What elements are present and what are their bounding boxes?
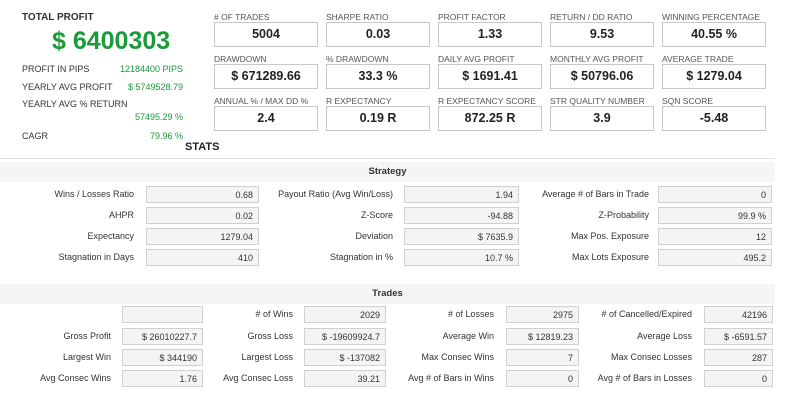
strategy-label: Stagnation in % — [329, 252, 393, 262]
metric-label-str-quality-number: STR QUALITY NUMBER — [550, 96, 645, 106]
strategy-value-field: -94.88 — [404, 207, 519, 224]
strategy-label: Z-Probability — [598, 210, 649, 220]
metric-label-winning-percentage: WINNING PERCENTAGE — [662, 12, 761, 22]
metric-label-r-expectancy-score: R EXPECTANCY SCORE — [438, 96, 536, 106]
metric-label-average-trade: AVERAGE TRADE — [662, 54, 734, 64]
metric-label-drawdown: DRAWDOWN — [214, 54, 267, 64]
yearly-avg-profit-label: YEARLY AVG PROFIT — [22, 82, 113, 92]
yearly-avg-return-label: YEARLY AVG % RETURN — [22, 99, 128, 109]
metric-value-annual-max-dd: 2.4 — [214, 106, 318, 131]
strategy-label: Deviation — [355, 231, 393, 241]
trades-label: Avg # of Bars in Wins — [408, 373, 494, 383]
strategy-label: Stagnation in Days — [58, 252, 134, 262]
total-profit-label: TOTAL PROFIT — [22, 12, 94, 23]
trades-label: Average Win — [442, 331, 494, 341]
metric-value-average-trade: $ 1279.04 — [662, 64, 766, 89]
metric-label-profit-factor: PROFIT FACTOR — [438, 12, 506, 22]
strategy-value-field: 1279.04 — [146, 228, 259, 245]
trades-value-field: $ -137082 — [304, 349, 386, 366]
strategy-value-field: 0.68 — [146, 186, 259, 203]
metric-value-r-expectancy: 0.19 R — [326, 106, 430, 131]
strategy-value-field: 12 — [658, 228, 772, 245]
strategy-value-field: 10.7 % — [404, 249, 519, 266]
trades-value-field: 0 — [704, 370, 773, 387]
strategy-label: Max Pos. Exposure — [570, 231, 649, 241]
strategy-section-title: Strategy — [0, 162, 775, 182]
trades-label: Average Loss — [637, 331, 692, 341]
trades-label: Avg Consec Loss — [223, 373, 293, 383]
trades-label: # of Cancelled/Expired — [601, 309, 692, 319]
metric-value-winning-percentage: 40.55 % — [662, 22, 766, 47]
strategy-value-field: 495.2 — [658, 249, 772, 266]
trades-value-field: 287 — [704, 349, 773, 366]
strategy-label: Wins / Losses Ratio — [54, 189, 134, 199]
metric-value-profit-factor: 1.33 — [438, 22, 542, 47]
trades-value-field: 0 — [506, 370, 579, 387]
profit-in-pips-value: 12184400 PIPS — [119, 64, 183, 74]
trades-value-field: $ -6591.57 — [704, 328, 773, 345]
metric-label-sqn-score: SQN SCORE — [662, 96, 714, 106]
metric-label-drawdown: % DRAWDOWN — [326, 54, 389, 64]
metric-value-r-expectancy-score: 872.25 R — [438, 106, 542, 131]
strategy-value-field: 410 — [146, 249, 259, 266]
metric-value-daily-avg-profit: $ 1691.41 — [438, 64, 542, 89]
metric-value-sharpe-ratio: 0.03 — [326, 22, 430, 47]
trades-label: # of Wins — [255, 309, 293, 319]
metric-value-sqn-score: -5.48 — [662, 106, 766, 131]
metric-value-monthly-avg-profit: $ 50796.06 — [550, 64, 654, 89]
strategy-value-field: 0 — [658, 186, 772, 203]
strategy-value-field: 99.9 % — [658, 207, 772, 224]
trades-value-field: 7 — [506, 349, 579, 366]
trades-value-field: 42196 — [704, 306, 773, 323]
metric-label-sharpe-ratio: SHARPE RATIO — [326, 12, 389, 22]
yearly-avg-profit-value: $ 5749528.79 — [127, 82, 183, 92]
metric-label-annual-max-dd: ANNUAL % / MAX DD % — [214, 96, 309, 106]
metric-value-of-trades: 5004 — [214, 22, 318, 47]
strategy-label: Average # of Bars in Trade — [542, 189, 649, 199]
trades-label: Avg # of Bars in Losses — [597, 373, 692, 383]
cagr-value: 79.96 % — [149, 131, 183, 141]
trades-label: Gross Profit — [63, 331, 111, 341]
trades-label: Gross Loss — [247, 331, 293, 341]
yearly-avg-return-value: 57495.29 % — [134, 112, 183, 122]
strategy-label: AHPR — [108, 210, 134, 220]
trades-label: Largest Loss — [241, 352, 293, 362]
metric-label-r-expectancy: R EXPECTANCY — [326, 96, 392, 106]
trades-section-title: Trades — [0, 284, 775, 304]
trades-label: Largest Win — [62, 352, 111, 362]
stats-title: STATS — [185, 141, 220, 153]
strategy-label: Payout Ratio (Avg Win/Loss) — [278, 189, 393, 199]
trades-value-field: 2029 — [304, 306, 386, 323]
trades-value-field: $ 12819.23 — [506, 328, 579, 345]
trades-value-field: $ -19609924.7 — [304, 328, 386, 345]
trades-label: Max Consec Losses — [610, 352, 692, 362]
trades-label: Avg Consec Wins — [40, 373, 111, 383]
metric-label-monthly-avg-profit: MONTHLY AVG PROFIT — [550, 54, 644, 64]
trades-value-field — [122, 306, 203, 323]
strategy-label: Max Lots Exposure — [571, 252, 649, 262]
strategy-value-field: 1.94 — [404, 186, 519, 203]
trades-label: # of Losses — [447, 309, 494, 319]
trades-value-field: 39.21 — [304, 370, 386, 387]
trades-value-field: $ 26010227.7 — [122, 328, 203, 345]
metric-value-drawdown: $ 671289.66 — [214, 64, 318, 89]
divider — [0, 158, 775, 159]
strategy-label: Z-Score — [360, 210, 393, 220]
total-profit-value: $ 6400303 — [52, 27, 171, 55]
strategy-value-field: 0.02 — [146, 207, 259, 224]
metric-value-return-dd-ratio: 9.53 — [550, 22, 654, 47]
trades-value-field: $ 344190 — [122, 349, 203, 366]
metric-value-str-quality-number: 3.9 — [550, 106, 654, 131]
metric-label-of-trades: # OF TRADES — [214, 12, 270, 22]
strategy-value-field: $ 7635.9 — [404, 228, 519, 245]
metric-label-daily-avg-profit: DAILY AVG PROFIT — [438, 54, 515, 64]
metric-value-drawdown: 33.3 % — [326, 64, 430, 89]
trades-value-field: 2975 — [506, 306, 579, 323]
metric-label-return-dd-ratio: RETURN / DD RATIO — [550, 12, 633, 22]
trades-value-field: 1.76 — [122, 370, 203, 387]
strategy-label: Expectancy — [87, 231, 134, 241]
trades-label: Max Consec Wins — [421, 352, 494, 362]
profit-in-pips-label: PROFIT IN PIPS — [22, 64, 90, 74]
cagr-label: CAGR — [22, 131, 49, 141]
